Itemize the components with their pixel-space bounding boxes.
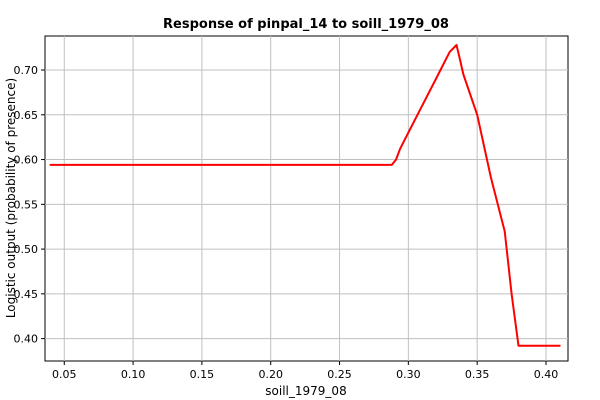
x-tick-label: 0.25 (327, 368, 352, 381)
series-layer (49, 44, 561, 347)
response-curve-line (49, 44, 561, 347)
x-tick-label: 0.05 (52, 368, 77, 381)
x-tick-label: 0.10 (121, 368, 146, 381)
y-axis-label: Logistic output (probability of presence… (4, 78, 18, 318)
x-axis-label: soill_1979_08 (265, 384, 346, 398)
x-tick-label: 0.15 (190, 368, 215, 381)
y-tick-label: 0.50 (14, 243, 39, 256)
x-tick-label: 0.30 (396, 368, 421, 381)
axis-ticks: 0.05 0.10 0.15 0.20 0.25 0.30 0.35 0.40 0.40 0.45… (14, 64, 559, 381)
y-tick-label: 0.40 (14, 333, 39, 346)
y-tick-label: 0.70 (14, 64, 39, 77)
x-tick-label: 0.20 (258, 368, 283, 381)
chart-title: Response of pinpal_14 to soill_1979_08 (163, 17, 449, 32)
y-tick-label: 0.55 (14, 198, 39, 211)
x-tick-label: 0.35 (465, 368, 490, 381)
y-tick-label: 0.65 (14, 109, 39, 122)
x-tick-label: 0.40 (534, 368, 559, 381)
y-tick-label: 0.45 (14, 288, 39, 301)
y-tick-label: 0.60 (14, 154, 39, 167)
grid (45, 36, 568, 361)
plot-area (44, 35, 569, 362)
